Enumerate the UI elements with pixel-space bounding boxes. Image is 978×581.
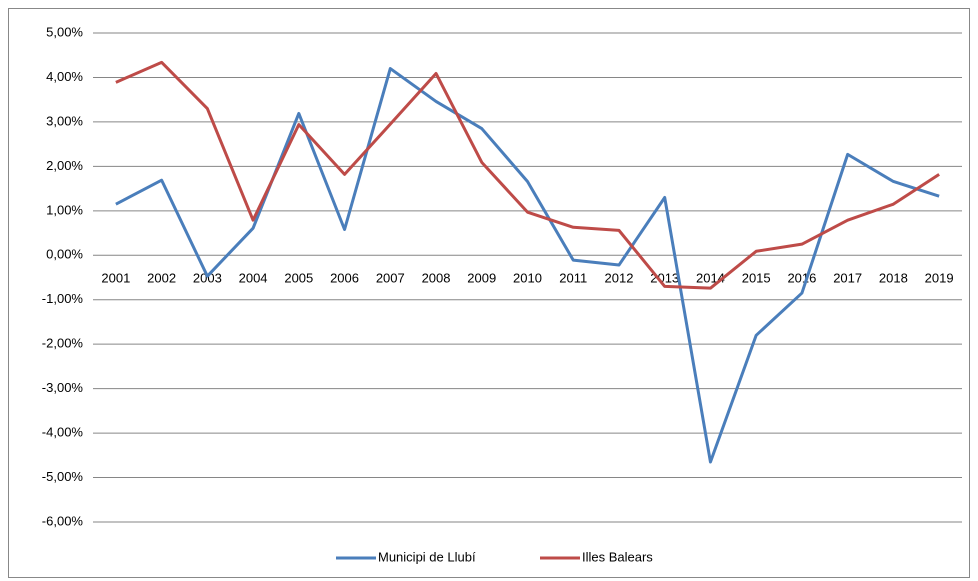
legend-label: Illes Balears <box>582 549 653 564</box>
y-tick-label: -2,00% <box>42 336 84 351</box>
legend-label: Municipi de Llubí <box>378 549 476 564</box>
y-tick-label: -4,00% <box>42 425 84 440</box>
x-tick-label: 2019 <box>925 271 954 286</box>
x-tick-label: 2015 <box>742 271 771 286</box>
x-tick-label: 2016 <box>787 271 816 286</box>
x-tick-label: 2010 <box>513 271 542 286</box>
y-tick-label: 5,00% <box>46 24 83 39</box>
y-tick-label: 1,00% <box>46 202 83 217</box>
y-tick-label: -1,00% <box>42 291 84 306</box>
x-tick-label: 2018 <box>879 271 908 286</box>
y-tick-label: -6,00% <box>42 513 84 528</box>
line-series <box>115 67 940 464</box>
x-tick-label: 2013 <box>650 271 679 286</box>
x-tick-label: 2008 <box>422 271 451 286</box>
line-series <box>115 60 940 290</box>
chart-border <box>8 8 970 578</box>
y-tick-label: 3,00% <box>46 113 83 128</box>
x-tick-label: 2004 <box>239 271 268 286</box>
x-tick-label: 2009 <box>467 271 496 286</box>
x-tick-label: 2011 <box>559 271 587 286</box>
x-tick-label: 2003 <box>193 271 222 286</box>
x-tick-label: 2017 <box>833 271 862 286</box>
y-tick-label: 4,00% <box>46 69 83 84</box>
y-tick-label: 2,00% <box>46 158 83 173</box>
x-tick-label: 2005 <box>284 271 313 286</box>
x-tick-label: 2007 <box>376 271 405 286</box>
y-tick-label: 0,00% <box>46 247 83 262</box>
y-tick-label: -3,00% <box>42 380 84 395</box>
x-tick-label: 2012 <box>605 271 634 286</box>
x-tick-label: 2001 <box>101 271 130 286</box>
x-tick-label: 2002 <box>147 271 176 286</box>
x-tick-label: 2006 <box>330 271 359 286</box>
y-tick-label: -5,00% <box>42 469 84 484</box>
